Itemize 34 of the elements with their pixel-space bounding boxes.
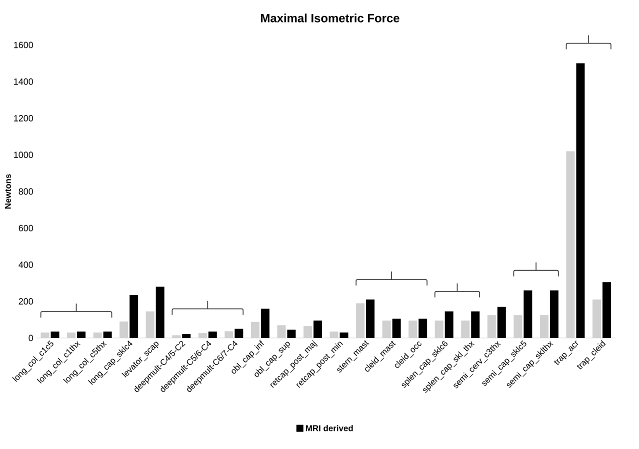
bar: [418, 318, 428, 338]
bar: [182, 334, 191, 338]
bar: [576, 63, 585, 338]
bar: [366, 300, 375, 338]
bar: [287, 330, 296, 338]
bar: [260, 308, 270, 338]
y-tick-label: 1000: [14, 152, 33, 158]
bar: [208, 332, 217, 338]
bar: [471, 311, 480, 338]
bar: [77, 332, 86, 338]
bar: [156, 286, 164, 338]
bar: [444, 311, 454, 338]
y-tick-label: 800: [18, 188, 34, 195]
bar: [234, 328, 244, 338]
y-tick-label: 600: [18, 224, 34, 232]
bar: [130, 294, 138, 338]
bar: [602, 282, 611, 338]
bar: [497, 306, 506, 338]
y-axis-title: Newtons: [5, 174, 11, 209]
y-tick-label: 1400: [14, 78, 33, 85]
bar: [524, 290, 532, 338]
bar: [340, 332, 348, 338]
y-tick-label: 1600: [14, 42, 33, 48]
bar: [50, 332, 60, 338]
y-tick-label: 400: [18, 262, 34, 268]
bar: [103, 332, 112, 338]
bar: [550, 290, 558, 338]
chart-title: Maximal Isometric Force: [261, 14, 400, 22]
legend-label: MRI derived: [306, 424, 353, 432]
bar: [313, 320, 322, 338]
y-tick-label: 1200: [14, 115, 33, 122]
y-tick-label: 0: [28, 334, 34, 342]
y-tick-label: 200: [18, 298, 34, 305]
bar: [392, 318, 401, 338]
